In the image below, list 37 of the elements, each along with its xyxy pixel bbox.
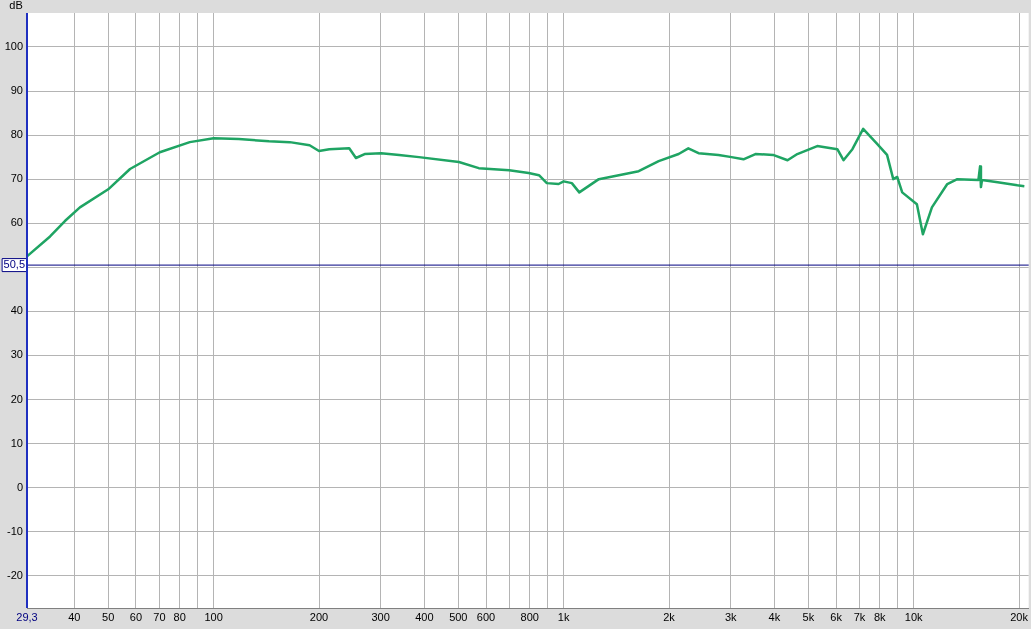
y-tick-label: -20 [7,568,23,581]
y-tick-label: 100 [4,39,23,52]
x-tick-label: 300 [371,610,390,623]
x-tick-label: 600 [476,610,496,623]
y-tick-label: -10 [7,524,23,537]
y-tick-label: 0 [16,480,23,493]
x-tick-label: 40 [68,610,81,623]
ref-line-label: 50,5 [3,258,26,271]
x-tick-label: 50 [102,610,115,623]
x-tick-label: 60 [129,610,143,623]
x-tick-label: 10k [904,610,924,623]
y-tick-label: 80 [10,128,23,141]
x-tick-label: 4k [768,610,781,623]
x-tick-label: 70 [153,610,166,623]
y-tick-label: 40 [10,304,23,317]
x-tick-label: 5k [802,610,815,623]
x-tick-label: 20k [1010,610,1029,623]
x-tick-label: 8k [874,610,887,623]
x-tick-label: 200 [309,610,329,623]
x-tick-label: 1k [557,610,570,623]
y-tick-label: 90 [10,84,23,97]
y-tick-label: 10 [10,436,23,449]
y-tick-label: 20 [10,392,23,405]
x-tick-label: 6k [830,610,843,623]
x-tick-label: 500 [449,610,468,623]
x-tick-label: 400 [415,610,434,623]
y-tick-label: 30 [10,348,23,361]
x-tick-label: 3k [724,610,737,623]
y-tick-label: 60 [10,216,23,229]
x-tick-label: 100 [204,610,223,623]
x-tick-label: 2k [663,610,676,623]
y-axis-title: dB [9,0,23,11]
x-tick-label: 7k [853,610,866,623]
x-tick-label: 800 [520,610,539,623]
x-tick-label: 80 [173,610,186,623]
y-tick-label: 70 [10,172,23,185]
x-tick-label: 29,3 [16,610,38,623]
